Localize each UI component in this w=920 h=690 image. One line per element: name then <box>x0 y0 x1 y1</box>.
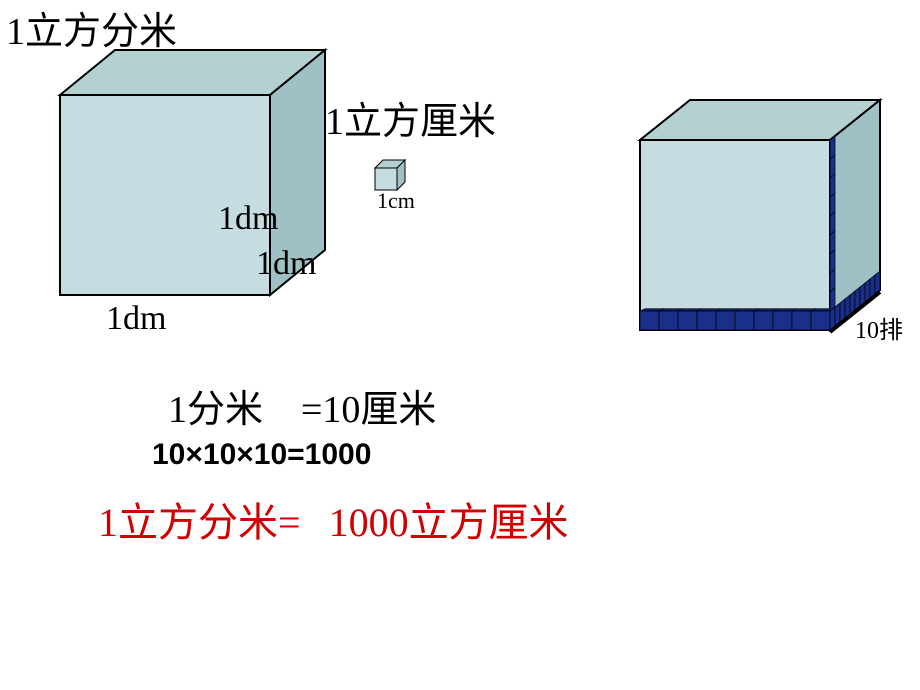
eq-result-left: 1立方分米= <box>98 500 301 545</box>
eq-dm-cm: 1分米 =10厘米 <box>168 378 436 433</box>
title-dm3: 1立方分米 <box>6 0 177 55</box>
label-1cm: 1cm <box>377 188 415 214</box>
eq-mult: 10×10×10=1000 <box>152 438 371 472</box>
title-cm3: 1立方厘米 <box>325 90 496 145</box>
label-10pai: 10排 <box>855 310 903 345</box>
label-1dm-depth: 1dm <box>256 245 316 283</box>
eq-result-right: 1000立方厘米 <box>329 500 569 545</box>
eq-result: 1立方分米= 1000立方厘米 <box>98 490 569 548</box>
label-1dm-height: 1dm <box>218 200 278 238</box>
label-1dm-width: 1dm <box>106 300 166 338</box>
